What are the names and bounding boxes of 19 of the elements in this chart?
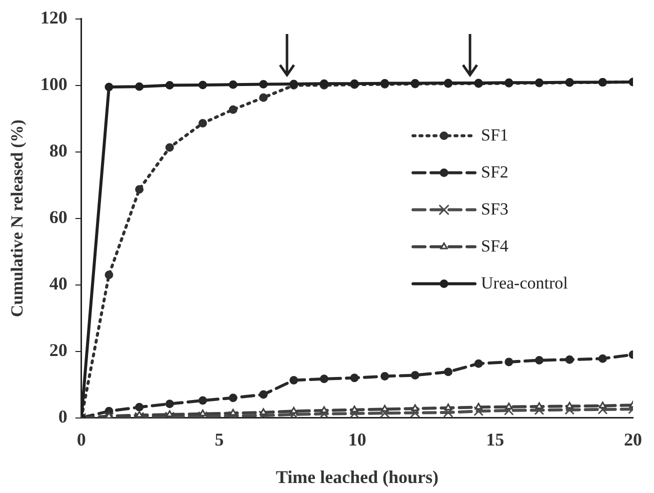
y-tick-label: 80	[49, 140, 68, 160]
x-tick-label: 20	[624, 429, 642, 450]
x-tick-label: 5	[214, 429, 224, 450]
y-tick-label: 120	[40, 7, 68, 28]
legend-label: SF4	[481, 236, 509, 256]
x-tick-label: 10	[348, 429, 366, 450]
y-tick-label: 0	[58, 406, 68, 426]
x-tick-label: 0	[76, 429, 86, 450]
y-tick-label: 100	[40, 74, 68, 94]
legend-label: SF1	[481, 125, 508, 144]
y-tick-label: 60	[49, 206, 68, 227]
x-tick-label: 15	[486, 429, 504, 450]
legend-label: SF2	[481, 162, 508, 182]
y-tick-label: 40	[49, 273, 68, 294]
legend-label: Urea-control	[481, 273, 568, 292]
y-axis-title: Cumulative N released (%)	[8, 120, 27, 318]
legend-label: SF3	[481, 199, 508, 218]
x-axis-title: Time leached (hours)	[276, 466, 439, 487]
y-tick-label: 20	[49, 340, 68, 360]
